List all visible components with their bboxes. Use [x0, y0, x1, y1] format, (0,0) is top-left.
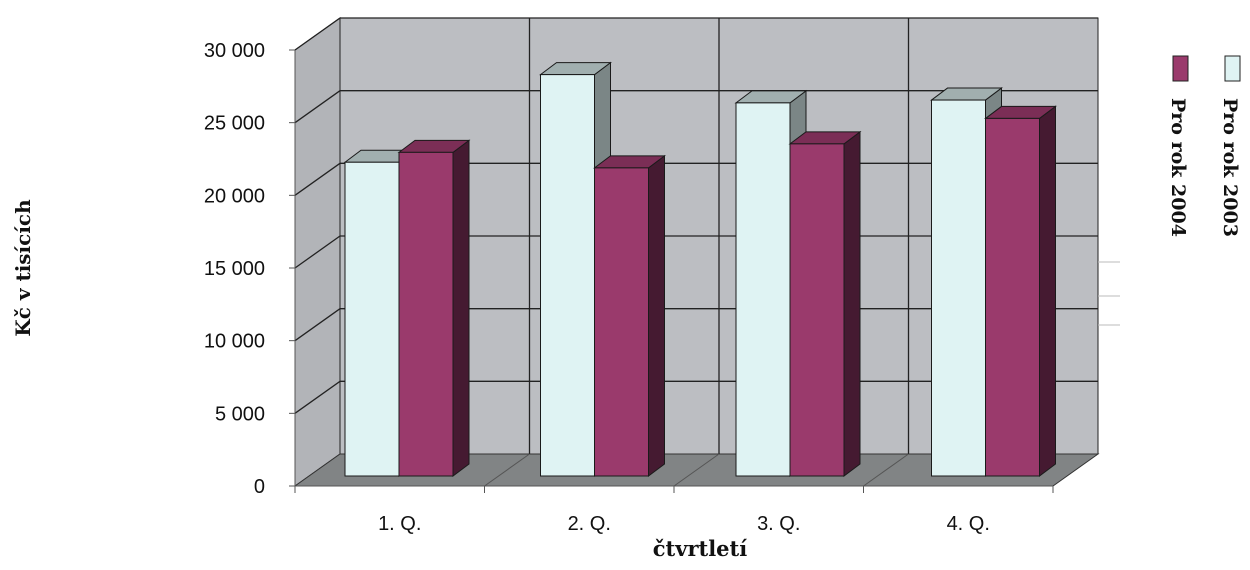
y-tick-label: 0 [254, 476, 265, 498]
x-axis-title: čtvrtletí [653, 536, 747, 561]
y-tick-label: 20 000 [204, 185, 265, 207]
bar-front [540, 74, 595, 477]
bar-side [1039, 105, 1056, 477]
legend-swatch [1172, 55, 1189, 82]
y-tick-label: 30 000 [204, 40, 265, 62]
floor-line [673, 453, 720, 487]
bar [984, 105, 1057, 477]
bar-front [789, 143, 845, 477]
floor-line [484, 453, 530, 487]
legend-label: Pro rok 2004 [1167, 98, 1189, 237]
x-tick-label: 3. Q. [757, 513, 800, 535]
legend-swatch [1224, 55, 1241, 82]
bar-front [931, 99, 986, 477]
bar-side [843, 130, 861, 477]
bar-front [985, 117, 1040, 477]
bar [397, 139, 471, 477]
y-axis: 0 5 000 10 000 15 000 20 000 25 000 30 000 [204, 40, 295, 498]
x-tick-label: 1. Q. [378, 513, 421, 535]
x-tick-label: 2. Q. [568, 513, 611, 535]
bar-front [398, 151, 454, 477]
bar-side [452, 139, 470, 477]
bar-series [343, 61, 1057, 477]
grid-line-side [294, 17, 341, 51]
grid-line-side [294, 380, 341, 414]
y-tick-label: 25 000 [204, 113, 265, 135]
bar-front [594, 167, 649, 477]
legend-label: Pro rok 2003 [1219, 98, 1241, 237]
grid-line-side [294, 90, 341, 124]
x-tick-label: 4. Q. [947, 513, 990, 535]
floor-line [863, 453, 909, 487]
y-axis-title: Kč v tisících [11, 199, 35, 337]
grid-line-side [294, 308, 341, 342]
bar [593, 154, 666, 477]
bar-front [735, 102, 791, 477]
legend-artifact [1098, 261, 1120, 326]
bar-side [648, 154, 665, 477]
x-axis: 1. Q. 2. Q. 3. Q. 4. Q. [294, 486, 1054, 535]
legend: Pro rok 2003 Pro rok 2004 [1167, 55, 1241, 237]
grid-line-side [294, 235, 341, 269]
y-tick-label: 15 000 [204, 258, 265, 280]
bar [788, 130, 862, 477]
y-tick-label: 5 000 [215, 403, 265, 425]
y-tick-label: 10 000 [204, 331, 265, 353]
bar-front [344, 161, 400, 477]
grid-line-side [294, 162, 341, 196]
